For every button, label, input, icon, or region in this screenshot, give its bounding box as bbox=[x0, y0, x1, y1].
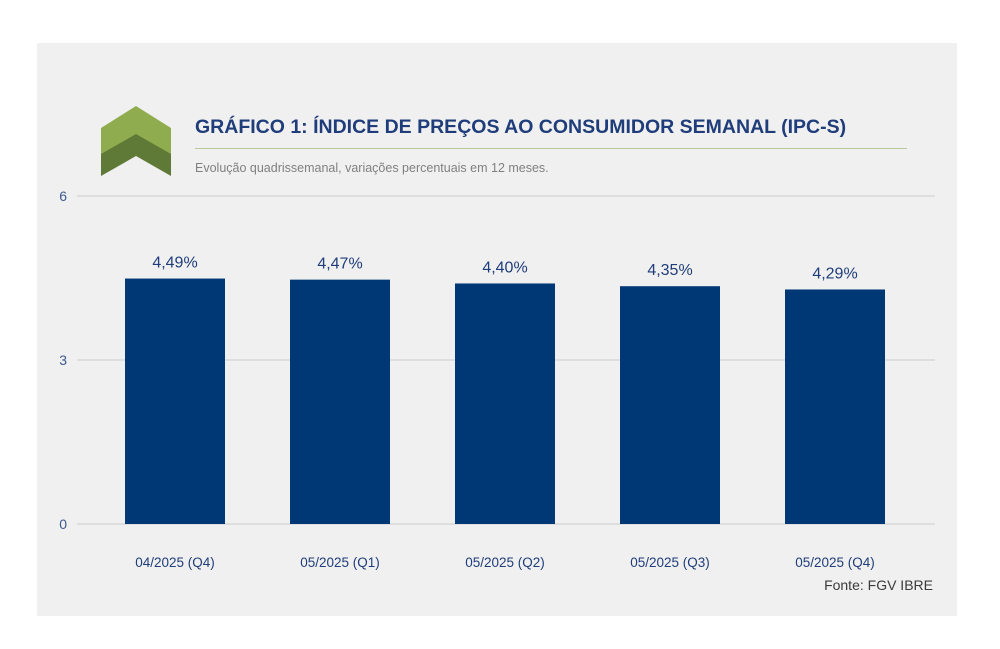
data-label: 4,49% bbox=[152, 255, 197, 272]
chevron-up-icon bbox=[101, 106, 171, 176]
x-tick-label: 05/2025 (Q1) bbox=[300, 555, 380, 570]
bar bbox=[290, 279, 390, 524]
bar bbox=[620, 286, 720, 524]
chart-title: GRÁFICO 1: ÍNDICE DE PREÇOS AO CONSUMIDO… bbox=[195, 116, 847, 138]
title-divider bbox=[195, 148, 907, 149]
chart-subtitle: Evolução quadrissemanal, variações perce… bbox=[195, 161, 549, 175]
source-note: Fonte: FGV IBRE bbox=[824, 577, 933, 593]
data-label: 4,29% bbox=[812, 265, 857, 282]
y-tick-label: 0 bbox=[59, 516, 67, 532]
data-label: 4,35% bbox=[647, 262, 692, 279]
bar bbox=[125, 278, 225, 524]
bar bbox=[785, 289, 885, 524]
x-tick-label: 05/2025 (Q4) bbox=[795, 555, 875, 570]
y-tick-label: 3 bbox=[59, 352, 67, 368]
y-tick-label: 6 bbox=[59, 188, 67, 204]
data-label: 4,47% bbox=[317, 256, 362, 273]
x-tick-label: 05/2025 (Q2) bbox=[465, 555, 545, 570]
x-tick-label: 05/2025 (Q3) bbox=[630, 555, 710, 570]
data-label: 4,40% bbox=[482, 259, 527, 276]
x-tick-label: 04/2025 (Q4) bbox=[135, 555, 215, 570]
bar bbox=[455, 283, 555, 524]
